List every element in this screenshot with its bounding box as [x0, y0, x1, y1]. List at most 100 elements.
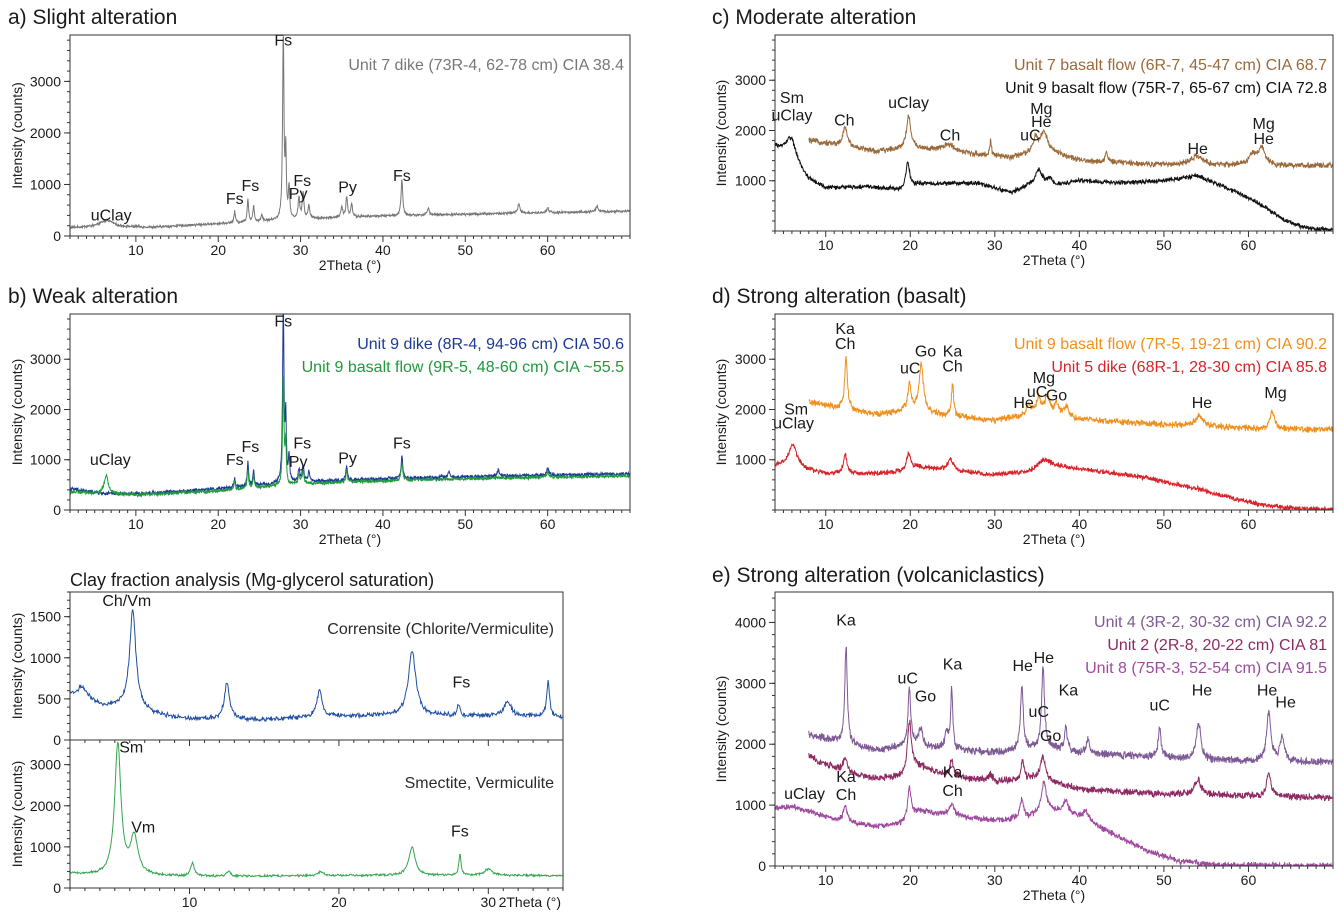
- y-tick-label: 3000: [30, 351, 61, 367]
- chart-title: a) Slight alteration: [8, 6, 177, 29]
- x-tick-label: 60: [1241, 516, 1257, 532]
- peak-label: He: [1192, 683, 1213, 700]
- x-axis-label: 2Theta (°): [1023, 252, 1085, 268]
- chart-panel-5: 0 1000 2000 3000 10 20 30 2Theta (°) Intensity (…: [9, 739, 564, 910]
- chart-title: Clay fraction analysis (Mg-glycerol satu…: [70, 570, 434, 590]
- chart-panel-1: b) Weak alteration 0 1000 2000 3000 10 20 30 40 5…: [8, 285, 631, 547]
- x-tick-label: 30: [481, 894, 497, 910]
- y-tick-label: 1000: [735, 452, 766, 468]
- y-tick-label: 0: [758, 858, 766, 874]
- peak-label: uClay: [771, 107, 812, 124]
- peak-label: uC: [1029, 704, 1049, 721]
- y-axis-label: Intensity (counts): [713, 676, 729, 783]
- y-tick-label: 0: [53, 732, 61, 748]
- y-tick-label: 0: [53, 880, 61, 896]
- series-line-0: [808, 356, 1333, 434]
- y-tick-label: 3000: [735, 72, 766, 88]
- y-tick-label: 4000: [735, 614, 766, 630]
- chart-title: c) Moderate alteration: [712, 6, 916, 29]
- chart-panel-6: e) Strong alteration (volcaniclastics) 0 1…: [712, 564, 1334, 903]
- series-line-2: [775, 779, 1333, 866]
- peak-label: Ka: [835, 321, 855, 338]
- peak-label: Fs: [274, 314, 292, 331]
- peak-label: Fs: [451, 824, 469, 841]
- peak-label: Sm: [780, 90, 804, 107]
- peak-label: Fs: [226, 452, 244, 469]
- y-tick-label: 1000: [30, 839, 61, 855]
- peak-label: uClay: [784, 786, 825, 803]
- legend-entry: Unit 9 basalt flow (9R-5, 48-60 cm) CIA …: [302, 359, 624, 376]
- peak-label: Go: [1046, 387, 1067, 404]
- series-line-1: [775, 135, 1333, 231]
- series-line-0: [70, 741, 563, 879]
- peak-label: He: [1012, 658, 1033, 675]
- peak-label: Ka: [836, 769, 856, 786]
- x-tick-label: 60: [540, 516, 556, 532]
- y-tick-label: 1000: [30, 452, 61, 468]
- x-tick-label: 10: [818, 516, 834, 532]
- y-tick-label: 1000: [735, 173, 766, 189]
- peak-label: Fs: [274, 32, 292, 49]
- y-tick-label: 2000: [735, 736, 766, 752]
- x-tick-label: 30: [293, 242, 309, 258]
- peak-label: uClay: [90, 452, 131, 469]
- y-axis-label: Intensity (counts): [713, 359, 729, 466]
- y-tick-label: 3000: [735, 675, 766, 691]
- y-tick-label: 500: [38, 691, 62, 707]
- peak-label: uC: [898, 670, 918, 687]
- legend-entry: Unit 7 basalt flow (6R-7, 45-47 cm) CIA …: [1014, 57, 1327, 74]
- y-tick-label: 3000: [735, 351, 766, 367]
- x-tick-label: 10: [128, 516, 144, 532]
- peak-label: Py: [338, 450, 357, 467]
- y-axis-label: Intensity (counts): [9, 761, 25, 868]
- x-tick-label: 40: [1072, 516, 1088, 532]
- y-tick-label: 1500: [30, 609, 61, 625]
- peak-label: He: [1257, 683, 1278, 700]
- x-tick-label: 20: [210, 516, 226, 532]
- y-tick-label: 2000: [735, 401, 766, 417]
- series-line-1: [70, 375, 630, 498]
- peak-label: Fs: [241, 178, 259, 195]
- x-tick-label: 60: [1241, 872, 1257, 888]
- y-tick-label: 1000: [30, 650, 61, 666]
- panel-label: Smectite, Vermiculite: [405, 775, 554, 792]
- chart-panel-4: Clay fraction analysis (Mg-glycerol satu…: [9, 570, 564, 748]
- peak-label: Py: [289, 186, 308, 203]
- x-axis-label: 2Theta (°): [499, 894, 561, 910]
- peak-label: uC: [1149, 698, 1169, 715]
- legend-entry: Unit 8 (75R-3, 52-54 cm) CIA 91.5: [1085, 660, 1327, 677]
- peak-label: Go: [915, 689, 936, 706]
- x-tick-label: 50: [1156, 516, 1172, 532]
- x-axis-label: 2Theta (°): [319, 531, 381, 547]
- peak-label: Mg: [1033, 370, 1055, 387]
- series-line-0: [70, 36, 630, 230]
- legend-entry: Unit 2 (2R-8, 20-22 cm) CIA 81: [1107, 637, 1327, 654]
- peak-label: uC: [1020, 128, 1040, 145]
- x-tick-label: 20: [210, 242, 226, 258]
- y-tick-label: 3000: [30, 757, 61, 773]
- y-tick-label: 2000: [735, 122, 766, 138]
- peak-label: Py: [289, 454, 308, 471]
- x-tick-label: 60: [1241, 237, 1257, 253]
- y-tick-label: 0: [53, 228, 61, 244]
- peak-label: Ch: [836, 787, 856, 804]
- chart-title: e) Strong alteration (volcaniclastics): [712, 564, 1045, 587]
- peak-label: uClay: [888, 95, 929, 112]
- x-axis-label: 2Theta (°): [319, 257, 381, 273]
- y-axis-label: Intensity (counts): [9, 613, 25, 720]
- peak-label: Ka: [943, 656, 963, 673]
- panel-label: Corrensite (Chlorite/Vermiculite): [327, 621, 554, 638]
- y-tick-label: 3000: [30, 73, 61, 89]
- peak-label: uClay: [91, 208, 132, 225]
- plot-frame: [69, 591, 564, 741]
- series-line-0: [808, 646, 1333, 766]
- peak-label: Mg: [1253, 116, 1275, 133]
- peak-label: uClay: [773, 416, 814, 433]
- peak-label: Vm: [131, 820, 155, 837]
- chart-title: b) Weak alteration: [8, 285, 178, 308]
- peak-label: Go: [915, 344, 936, 361]
- x-tick-label: 50: [1156, 872, 1172, 888]
- x-tick-label: 20: [902, 237, 918, 253]
- y-axis-label: Intensity (counts): [713, 80, 729, 187]
- x-tick-label: 40: [1072, 237, 1088, 253]
